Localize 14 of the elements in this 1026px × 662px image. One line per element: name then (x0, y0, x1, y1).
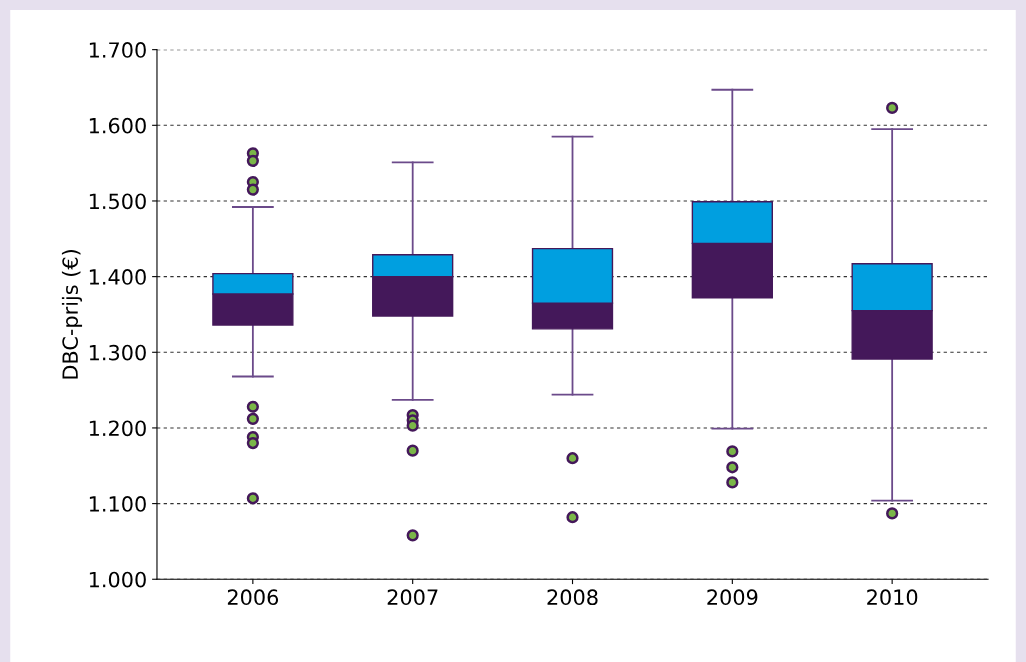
y-tick-label: 1.500 (89, 193, 146, 210)
x-tick-label: 2008 (547, 589, 598, 606)
y-axis-title: DBC-prijs (€) (61, 250, 83, 379)
y-tick-label: 1.200 (89, 420, 146, 437)
y-tick-label: 1.000 (89, 571, 146, 588)
x-tick-label: 2010 (867, 589, 918, 606)
x-tick-label: 2007 (387, 589, 438, 606)
y-tick-label: 1.300 (89, 344, 146, 361)
y-tick-label: 1.400 (89, 269, 146, 285)
y-tick-label: 1.700 (89, 42, 146, 58)
x-tick-label: 2009 (707, 589, 758, 606)
y-tick-label: 1.100 (89, 496, 146, 512)
y-tick-label: 1.600 (89, 117, 146, 134)
x-tick-label: 2006 (227, 589, 279, 606)
